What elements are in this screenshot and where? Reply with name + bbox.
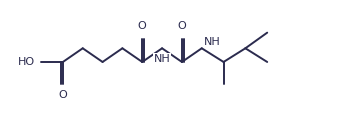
Text: NH: NH bbox=[154, 54, 170, 64]
Text: O: O bbox=[138, 21, 147, 31]
Text: NH: NH bbox=[204, 37, 221, 47]
Text: HO: HO bbox=[18, 57, 35, 67]
Text: O: O bbox=[59, 90, 67, 100]
Text: O: O bbox=[178, 21, 186, 31]
